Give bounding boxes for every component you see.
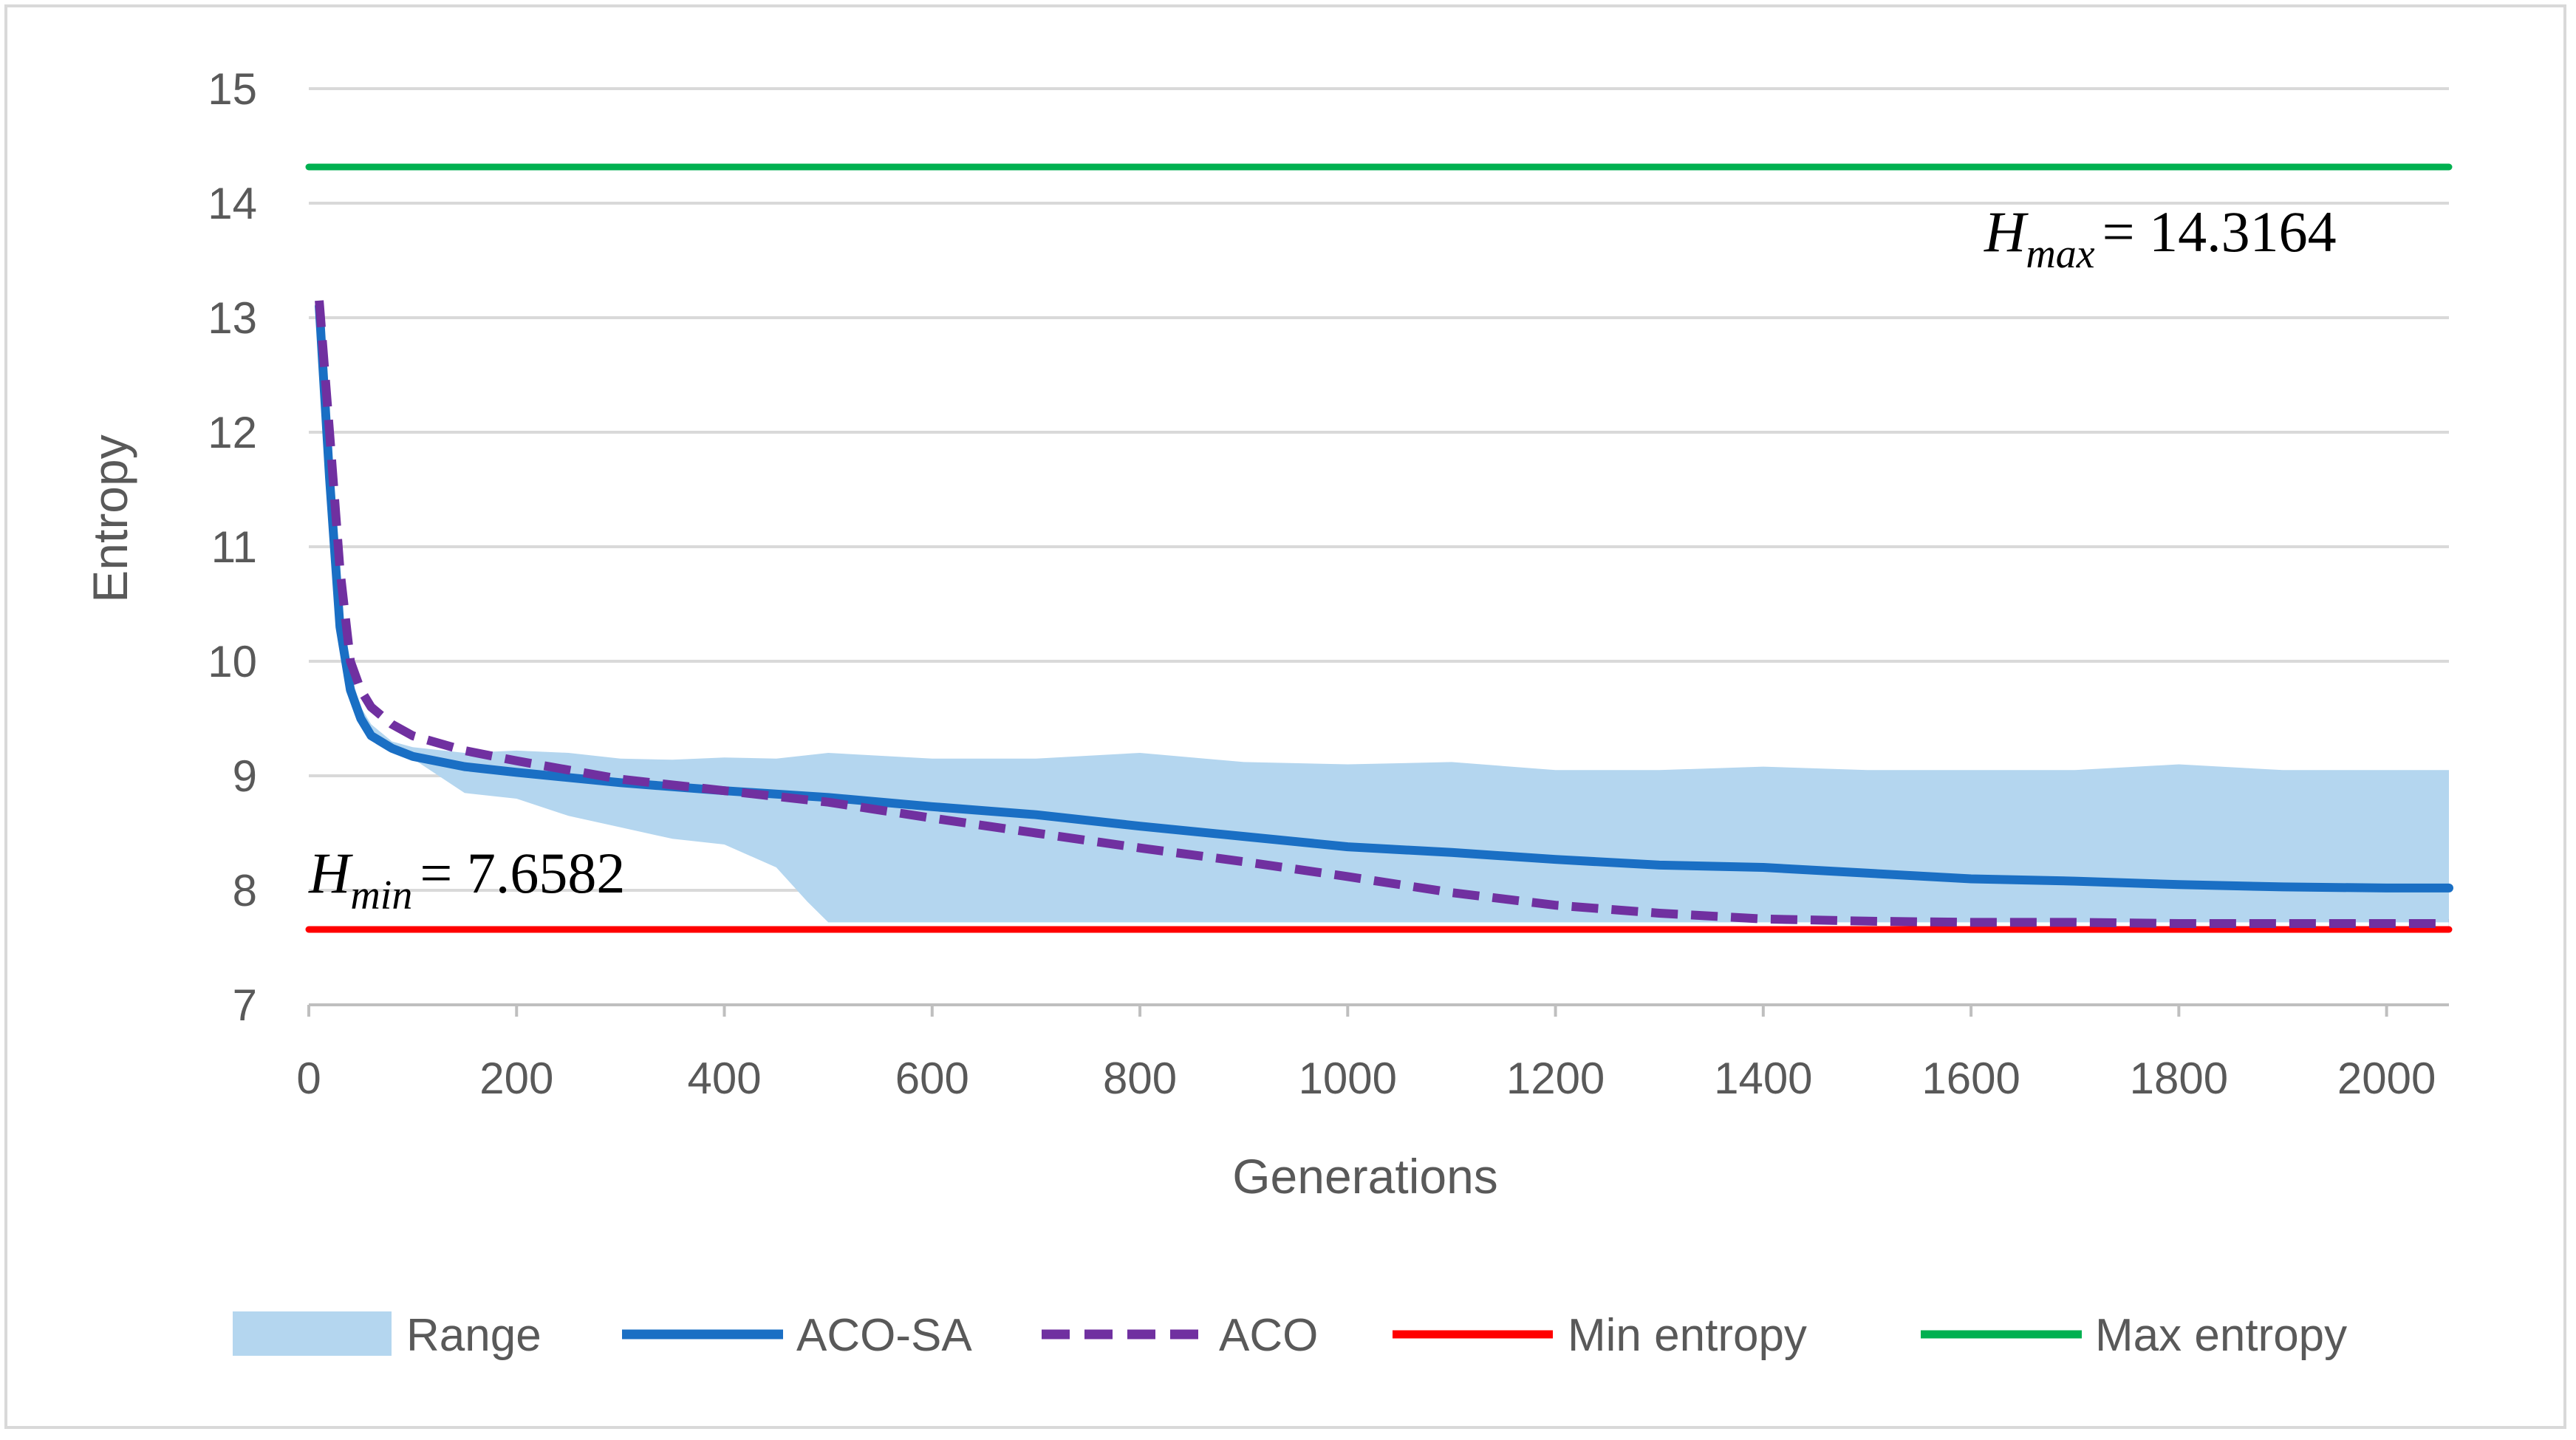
legend-label-range: Range [406, 1310, 541, 1361]
y-tick-label-11: 11 [211, 522, 257, 572]
x-tick-label-1000: 1000 [1299, 1054, 1397, 1103]
x-axis-title: Generations [1232, 1149, 1498, 1204]
series-lines-layer [305, 163, 2453, 933]
series-line-aco-sa [315, 301, 2453, 893]
annotation-hmin-value: = 7.6582 [420, 841, 625, 905]
y-tick-label-14: 14 [208, 179, 257, 228]
y-tick-label-9: 9 [233, 751, 257, 801]
x-tick-label-1400: 1400 [1714, 1054, 1812, 1103]
annotation-hmin-subscript: min [350, 873, 412, 918]
legend-label-min-entropy: Min entropy [1568, 1310, 1807, 1361]
series-range-band [319, 318, 2449, 923]
legend-label-max-entropy: Max entropy [2095, 1310, 2347, 1361]
annotation-hmax-subscript: max [2026, 231, 2094, 277]
x-tick-label-200: 200 [479, 1054, 553, 1103]
y-tick-label-8: 8 [233, 866, 257, 915]
x-tick-label-800: 800 [1103, 1054, 1177, 1103]
range-band-layer [319, 318, 2449, 923]
legend: Range ACO-SA ACO Min entropy Max entropy [233, 1310, 2347, 1361]
annotation-hmin: Hmin = 7.6582 [308, 841, 625, 918]
series-line-aco [315, 300, 2449, 928]
x-tick-label-1800: 1800 [2130, 1054, 2228, 1103]
x-tick-label-600: 600 [895, 1054, 969, 1103]
x-tick-label-1200: 1200 [1506, 1054, 1605, 1103]
annotation-hmax-value: = 14.3164 [2102, 199, 2337, 264]
annotation-hmin-symbol: H [308, 841, 353, 905]
axes [307, 1003, 2449, 1017]
legend-label-aco-sa: ACO-SA [796, 1310, 972, 1361]
y-tick-label-10: 10 [208, 637, 257, 686]
x-tick-label-2000: 2000 [2337, 1054, 2436, 1103]
y-tick-label-15: 15 [208, 64, 257, 114]
y-tick-label-7: 7 [233, 980, 257, 1030]
annotation-hmax-symbol: H [1984, 199, 2029, 264]
chart-frame: 7 8 9 10 11 12 13 14 15 0 200 400 600 800 1000 1200 140… [4, 4, 2566, 1429]
y-tick-label-12: 12 [208, 408, 257, 457]
legend-swatch-range [233, 1311, 392, 1356]
legend-label-aco: ACO [1219, 1310, 1318, 1361]
x-tick-labels: 0 200 400 600 800 1000 1200 1400 1600 1800 2000 [296, 1054, 2436, 1103]
entropy-chart: 7 8 9 10 11 12 13 14 15 0 200 400 600 800 1000 1200 140… [83, 64, 2453, 1361]
x-tick-label-1600: 1600 [1921, 1054, 2020, 1103]
x-tick-label-0: 0 [296, 1054, 321, 1103]
y-axis-title: Entropy [83, 434, 137, 602]
annotation-hmax: Hmax = 14.3164 [1984, 199, 2337, 277]
y-tick-labels: 7 8 9 10 11 12 13 14 15 [208, 64, 257, 1030]
y-tick-label-13: 13 [208, 293, 257, 343]
x-tick-label-400: 400 [687, 1054, 761, 1103]
